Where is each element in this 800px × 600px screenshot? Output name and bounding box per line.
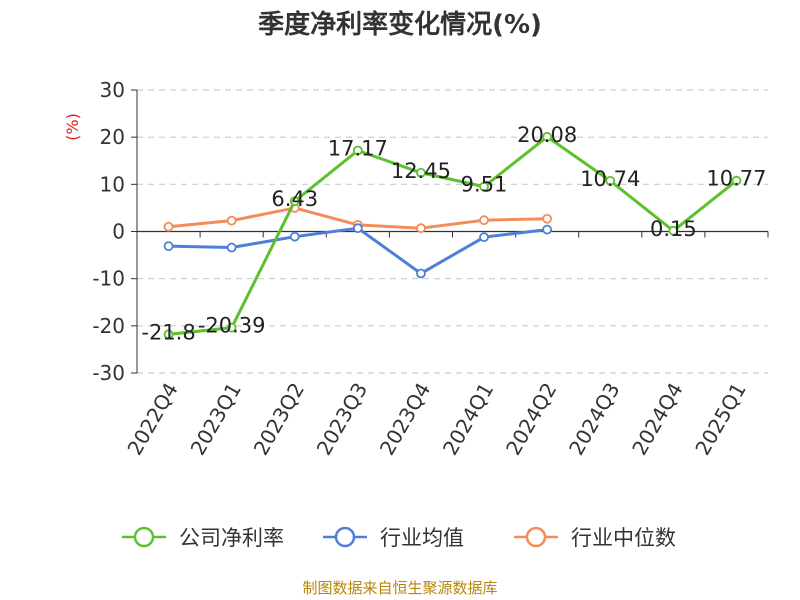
x-tick-label: 2023Q1 — [186, 379, 246, 460]
x-tick-label: 2024Q3 — [564, 379, 624, 460]
data-label: -20.39 — [198, 314, 266, 338]
y-tick-label: -10 — [92, 267, 125, 291]
legend-swatch-marker — [525, 526, 547, 548]
data-point — [289, 231, 300, 242]
x-tick-label: 2023Q4 — [375, 379, 435, 460]
data-label: 20.08 — [517, 123, 577, 147]
y-tick-label: -20 — [92, 314, 125, 338]
legend-label: 公司净利率 — [179, 526, 284, 550]
data-label: 12.45 — [391, 159, 451, 183]
x-tick-label: 2024Q2 — [501, 379, 561, 460]
y-tick-label: 30 — [100, 78, 125, 102]
data-point — [542, 131, 553, 142]
data-point — [416, 268, 426, 279]
x-tick-label: 2022Q4 — [122, 379, 182, 460]
data-point — [542, 213, 553, 224]
data-point — [226, 242, 237, 253]
series-line — [168, 226, 548, 275]
x-axis: 2022Q4 2023Q1 2023Q2 2023Q3 2023Q4 2024Q1 2024… — [122, 230, 769, 460]
data-point — [605, 175, 616, 186]
data-point — [226, 322, 237, 333]
y-tick-label: -30 — [92, 361, 125, 385]
data-point — [226, 215, 237, 226]
x-tick-label: 2023Q3 — [312, 379, 372, 460]
x-tick-label: 2025Q1 — [690, 379, 750, 460]
data-point — [731, 175, 742, 186]
data-point — [352, 223, 363, 234]
data-label: 9.51 — [461, 173, 508, 197]
data-point — [289, 196, 300, 207]
data-point — [479, 181, 489, 192]
data-point — [163, 241, 174, 252]
data-point — [163, 329, 174, 340]
y-tick-label: 0 — [112, 220, 125, 244]
series-group — [163, 131, 742, 340]
data-point — [163, 221, 174, 232]
y-tick-label: 10 — [100, 172, 125, 196]
data-point — [542, 224, 553, 235]
data-label: 0.15 — [650, 217, 697, 241]
data-point — [479, 215, 489, 226]
x-tick-label: 2023Q2 — [249, 379, 309, 460]
data-label: 10.74 — [580, 167, 640, 191]
x-tick-label: 2024Q1 — [438, 379, 498, 460]
data-point — [352, 145, 363, 156]
legend-swatch-marker — [334, 526, 356, 548]
data-label: 17.17 — [328, 137, 388, 161]
source-note: 制图数据来自恒生聚源数据库 — [302, 579, 497, 597]
data-point — [479, 232, 489, 243]
data-point — [668, 225, 679, 236]
legend-swatch-marker — [133, 526, 155, 548]
data-point — [416, 223, 426, 234]
series-line — [168, 135, 738, 336]
y-axis-unit: (%) — [63, 113, 82, 141]
y-axis-ticks: 30 20 10 0 -10 -20 -30 — [92, 78, 138, 385]
data-label: 6.43 — [271, 187, 318, 211]
data-label: 10.77 — [706, 167, 766, 191]
legend: 公司净利率 行业均值 行业中位数 — [122, 526, 676, 550]
chart-title: 季度净利率变化情况(%) — [258, 9, 542, 40]
legend-label: 行业均值 — [380, 526, 464, 550]
y-tick-label: 20 — [100, 125, 125, 149]
x-tick-label: 2024Q4 — [627, 379, 687, 460]
data-label: -21.8 — [141, 320, 195, 344]
data-point — [416, 167, 426, 178]
legend-label: 行业中位数 — [571, 526, 676, 550]
